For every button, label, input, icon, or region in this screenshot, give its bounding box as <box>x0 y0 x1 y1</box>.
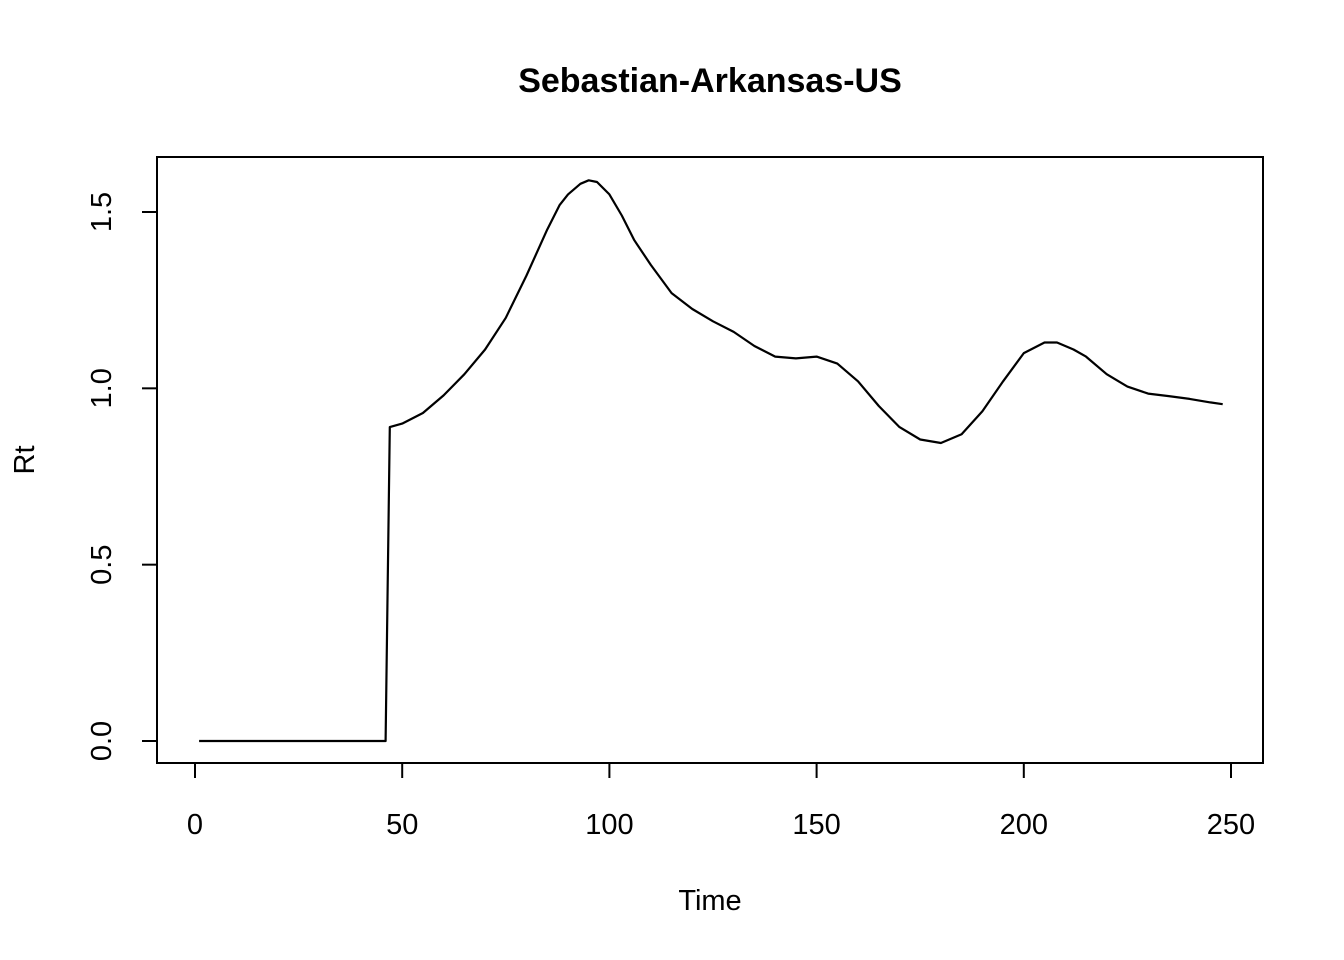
x-tick-label: 100 <box>585 809 633 841</box>
x-tick-label: 50 <box>386 809 418 841</box>
x-tick-label: 150 <box>792 809 840 841</box>
y-axis-label: Rt <box>9 446 41 475</box>
x-tick-label: 250 <box>1207 809 1255 841</box>
y-axis: 0.0 0.5 1.0 1.5 <box>86 192 158 761</box>
x-axis-label: Time <box>678 885 741 917</box>
series-line <box>199 179 1223 743</box>
chart-title: Sebastian-Arkansas-US <box>518 62 902 100</box>
x-tick-label: 0 <box>187 809 203 841</box>
plot-frame <box>156 156 1264 764</box>
y-tick-label: 0.0 <box>86 721 118 761</box>
x-axis: 0 50 100 150 200 250 <box>187 762 1255 841</box>
y-tick-label: 1.5 <box>86 192 118 232</box>
y-tick-label: 0.5 <box>86 545 118 585</box>
x-tick-label: 200 <box>1000 809 1048 841</box>
y-tick-label: 1.0 <box>86 368 118 408</box>
